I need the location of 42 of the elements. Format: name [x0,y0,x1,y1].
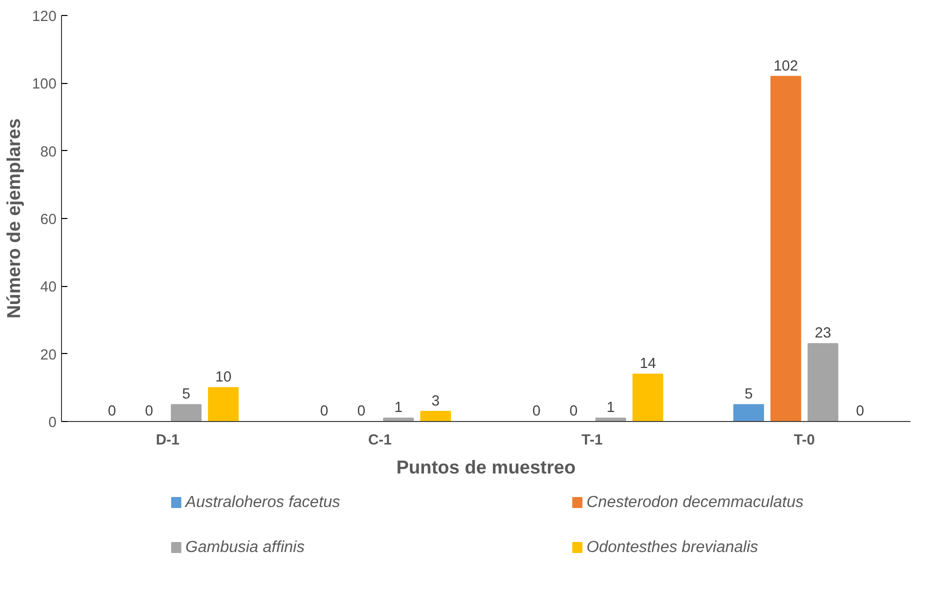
legend-label: Odontesthes brevianalis [586,539,758,556]
legend-label: Australoheros facetus [184,494,340,511]
x-axis-title: Puntos de muestreo [396,456,576,478]
bar [808,343,838,422]
y-axis-title: Número de ejemplares [3,118,24,319]
bar [632,374,664,422]
bar [595,418,626,422]
data-label: 102 [774,58,798,74]
x-tick-label: C-1 [368,432,392,448]
data-label: 1 [606,400,615,416]
y-tick-label: 60 [40,212,57,228]
y-tick-label: 0 [48,415,57,431]
data-label: 0 [108,404,116,420]
data-label: 0 [856,404,864,420]
data-label: 0 [144,404,154,420]
y-tick-label: 80 [40,144,57,160]
data-label: 0 [569,404,578,420]
data-label: 5 [182,386,190,403]
bar [208,387,239,422]
bar [170,404,202,422]
y-tick-label: 100 [32,76,57,93]
legend-label: Cnesterodon decemmaculatus [586,494,804,511]
bar [770,76,802,422]
y-tick-label: 20 [40,347,57,364]
data-label: 23 [814,326,832,342]
x-tick-label: D-1 [156,432,180,448]
y-tick-label: 120 [32,9,57,25]
y-tick-label: 40 [40,280,57,296]
data-label: 5 [744,386,753,403]
data-label: 3 [432,393,440,410]
x-tick-label: T-1 [582,432,603,448]
bar [383,418,414,422]
data-label: 1 [394,400,403,416]
data-label: 14 [640,356,656,372]
bar [420,410,451,422]
legend-label: Gambusia affinis [185,539,305,556]
bar [733,404,764,422]
data-label: 0 [357,404,366,420]
data-label: 10 [215,370,232,386]
data-label: 0 [320,404,328,420]
data-label: 0 [532,404,540,420]
x-tick-label: T-0 [794,432,815,448]
